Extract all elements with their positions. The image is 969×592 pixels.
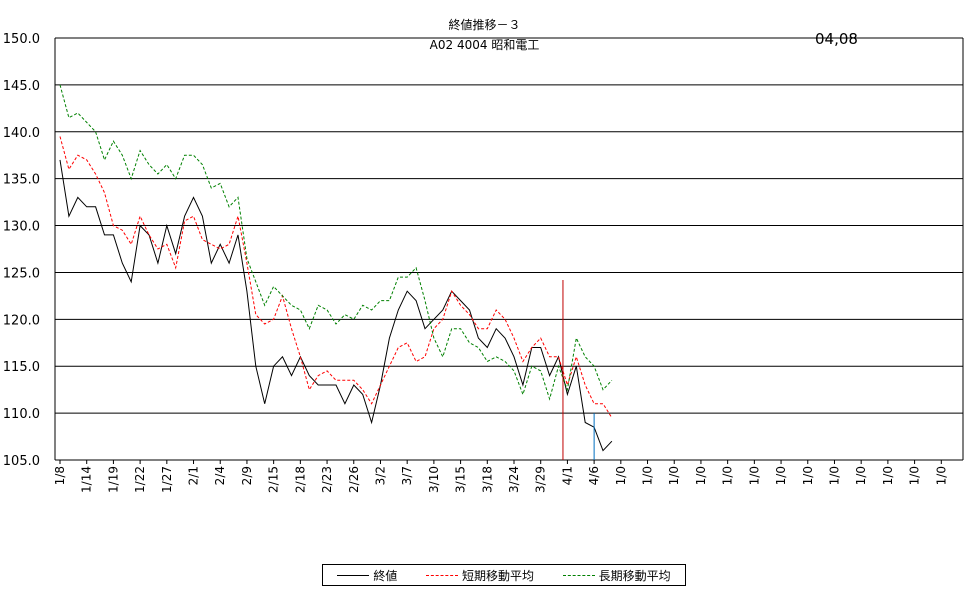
x-tick-label: 1/0 xyxy=(694,466,708,485)
legend-item-short-ma: 短期移動平均 xyxy=(425,567,534,584)
legend-swatch-short-ma xyxy=(425,574,458,576)
series-group xyxy=(59,84,613,452)
legend: 終値 短期移動平均 長期移動平均 xyxy=(322,564,686,586)
x-tick-label: 1/0 xyxy=(934,466,948,485)
x-tick-label: 2/4 xyxy=(213,466,227,485)
legend-label-long-ma: 長期移動平均 xyxy=(598,568,671,583)
x-tick-label: 3/7 xyxy=(400,466,414,485)
grid-lines xyxy=(55,37,963,461)
y-tick-label: 110.0 xyxy=(3,407,40,422)
y-tick-label: 115.0 xyxy=(3,360,40,375)
x-tick-label: 1/0 xyxy=(667,466,681,485)
x-tick-label: 1/0 xyxy=(908,466,922,485)
x-tick-label: 2/9 xyxy=(240,466,254,485)
x-tick-label: 4/1 xyxy=(560,466,574,485)
y-tick-label: 140.0 xyxy=(3,126,40,141)
legend-swatch-long-ma xyxy=(562,574,595,576)
x-tick-label: 2/26 xyxy=(347,466,361,493)
legend-item-long-ma: 長期移動平均 xyxy=(562,567,671,584)
y-tick-label: 135.0 xyxy=(3,173,40,188)
x-tick-label: 1/19 xyxy=(106,466,120,493)
series-long-ma-line xyxy=(59,84,613,401)
y-tick-label: 130.0 xyxy=(3,220,40,235)
x-axis: 1/8 1/14 1/19 1/22 1/27 2/1 2/4 2/9 2/15 2/18 2/23… xyxy=(53,460,948,493)
legend-label-close: 終値 xyxy=(373,568,398,583)
y-tick-label: 145.0 xyxy=(3,79,40,94)
x-tick-label: 2/23 xyxy=(320,466,334,493)
x-tick-label: 3/18 xyxy=(480,466,494,493)
x-tick-label: 4/6 xyxy=(587,466,601,485)
x-tick-label: 1/0 xyxy=(721,466,735,485)
legend-label-short-ma: 短期移動平均 xyxy=(461,568,534,583)
x-tick-label: 1/0 xyxy=(641,466,655,485)
x-tick-label: 3/2 xyxy=(373,466,387,485)
legend-item-close: 終値 xyxy=(337,567,397,584)
chart-title: 終値推移－３ xyxy=(448,18,521,32)
x-tick-label: 1/0 xyxy=(827,466,841,485)
series-short-ma-line xyxy=(59,136,613,419)
x-tick-label: 3/10 xyxy=(427,466,441,493)
x-tick-label: 3/15 xyxy=(454,466,468,493)
y-tick-label: 150.0 xyxy=(3,32,40,47)
x-tick-label: 2/15 xyxy=(267,466,281,493)
y-tick-label: 120.0 xyxy=(3,313,40,328)
y-tick-label: 125.0 xyxy=(3,266,40,281)
y-tick-label: 105.0 xyxy=(3,454,40,469)
x-tick-label: 1/0 xyxy=(747,466,761,485)
x-tick-label: 1/22 xyxy=(133,466,147,493)
x-tick-label: 1/0 xyxy=(801,466,815,485)
x-tick-label: 2/18 xyxy=(293,466,307,493)
x-tick-label: 1/0 xyxy=(614,466,628,485)
x-tick-label: 1/27 xyxy=(160,466,174,493)
marker-group xyxy=(562,280,595,460)
x-tick-label: 2/1 xyxy=(187,466,201,485)
x-tick-label: 1/0 xyxy=(774,466,788,485)
y-axis: 105.0 110.0 115.0 120.0 125.0 130.0 135.0 140.0… xyxy=(3,32,964,469)
x-tick-label: 3/29 xyxy=(534,466,548,493)
x-tick-label: 1/0 xyxy=(854,466,868,485)
x-tick-label: 1/14 xyxy=(80,466,94,493)
x-tick-label: 3/24 xyxy=(507,466,521,493)
chart-subtitle: A02 4004 昭和電工 xyxy=(429,38,540,52)
x-tick-label: 1/0 xyxy=(881,466,895,485)
series-close-line xyxy=(59,159,613,452)
x-tick-label: 1/8 xyxy=(53,466,67,485)
chart-stamp: 04,08 xyxy=(815,30,858,48)
legend-swatch-close xyxy=(337,574,370,576)
